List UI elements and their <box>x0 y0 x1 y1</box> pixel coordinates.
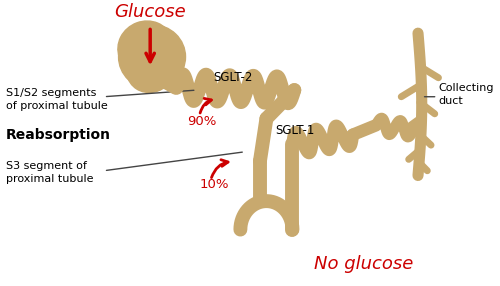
Text: S3 segment of
proximal tubule: S3 segment of proximal tubule <box>6 161 94 184</box>
Text: SGLT-2: SGLT-2 <box>214 71 253 84</box>
Text: S1/S2 segments
of proximal tubule: S1/S2 segments of proximal tubule <box>6 88 108 111</box>
Ellipse shape <box>120 35 165 75</box>
Text: No glucose: No glucose <box>314 255 414 273</box>
Ellipse shape <box>118 21 173 74</box>
Ellipse shape <box>138 30 180 68</box>
Text: SGLT-1: SGLT-1 <box>276 124 315 137</box>
Text: Reabsorption: Reabsorption <box>6 128 111 142</box>
Text: Collecting
duct: Collecting duct <box>438 83 494 106</box>
Ellipse shape <box>118 25 186 89</box>
Text: Glucose: Glucose <box>114 3 186 21</box>
Ellipse shape <box>127 50 174 93</box>
Text: 10%: 10% <box>200 178 229 192</box>
Text: 90%: 90% <box>188 115 217 128</box>
Ellipse shape <box>132 38 183 86</box>
